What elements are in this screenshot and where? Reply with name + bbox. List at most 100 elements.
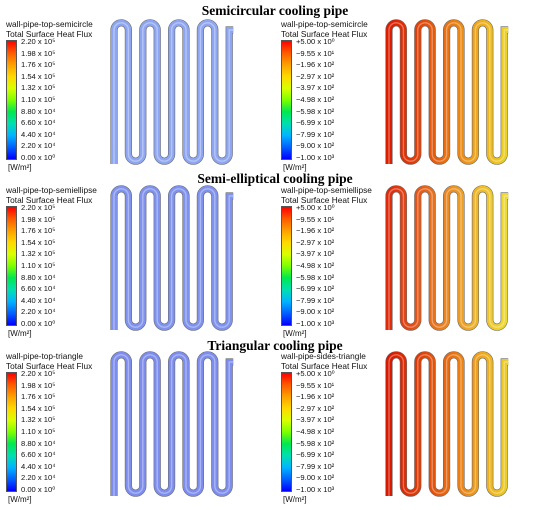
unit-label: [W/m²] xyxy=(8,495,32,504)
legend-title: wall-pipe-top-semiellipse Total Surface H… xyxy=(6,185,97,205)
color-scale-bar xyxy=(6,40,17,160)
color-scale-tick: −1.96 x 10² xyxy=(296,226,335,236)
quantity-name: Total Surface Heat Flux xyxy=(281,28,368,39)
color-scale-tick: −5.98 x 10² xyxy=(296,438,335,448)
color-scale-tick: 0.00 x 10⁰ xyxy=(21,485,56,494)
boundary-name: wall-pipe-top-semicircle xyxy=(281,19,368,29)
color-scale-tick: −4.98 x 10² xyxy=(296,427,335,436)
color-scale-tick: 1.54 x 10⁵ xyxy=(21,71,56,81)
quantity-name: Total Surface Heat Flux xyxy=(6,28,93,39)
contour-panel: wall-pipe-sides-triangle Total Surface He… xyxy=(275,351,550,504)
contour-panel: wall-pipe-top-semiellipse Total Surface H… xyxy=(0,185,275,338)
color-scale-tick: 4.40 x 10⁴ xyxy=(21,129,56,139)
color-scale-tick: −1.00 x 10³ xyxy=(296,485,335,494)
pipe-surface xyxy=(111,185,234,331)
color-scale-tick: −7.99 x 10² xyxy=(296,129,335,139)
pipe-surface xyxy=(111,351,234,497)
color-scale-tick: −5.98 x 10² xyxy=(296,272,335,282)
color-scale-tick: −9.55 x 10¹ xyxy=(296,214,335,224)
color-scale-tick: −5.98 x 10² xyxy=(296,106,335,116)
color-scale-tick: −1.00 x 10³ xyxy=(296,153,335,162)
pipe-highlight xyxy=(113,188,234,330)
color-scale-tick: −7.99 x 10² xyxy=(296,295,335,305)
cooling-pipe-contour xyxy=(110,351,234,497)
legend-title: wall-pipe-top-semicircle Total Surface He… xyxy=(281,19,368,39)
pipe-highlight xyxy=(113,354,234,496)
legend-title: wall-pipe-sides-triangle Total Surface He… xyxy=(281,351,368,371)
color-scale-tick: 1.32 x 10⁵ xyxy=(21,415,56,425)
section-title-semicircular: Semicircular cooling pipe xyxy=(201,3,349,18)
color-scale-tick: −9.00 x 10² xyxy=(296,307,335,317)
contour-panel: wall-pipe-top-semicircle Total Surface He… xyxy=(0,19,275,172)
unit-label: [W/m²] xyxy=(8,329,32,338)
color-scale-tick: −2.97 x 10² xyxy=(296,71,335,81)
color-scale-tick: 1.98 x 10⁵ xyxy=(21,48,56,58)
color-scale-tick: 0.00 x 10⁰ xyxy=(21,153,56,162)
quantity-name: Total Surface Heat Flux xyxy=(281,360,368,371)
color-scale-tick: 1.54 x 10⁵ xyxy=(21,403,56,413)
color-scale-tick: +5.00 x 10⁰ xyxy=(296,369,335,378)
legend-title: wall-pipe-top-semiellipse Total Surface H… xyxy=(281,185,372,205)
color-scale-tick: 1.32 x 10⁵ xyxy=(21,249,56,259)
cooling-pipe-contour xyxy=(110,185,234,331)
pipe-highlight xyxy=(388,354,509,496)
cooling-pipe-contour xyxy=(385,351,509,497)
quantity-name: Total Surface Heat Flux xyxy=(6,360,93,371)
color-scale-tick: 2.20 x 10⁴ xyxy=(21,307,56,317)
color-scale-bar xyxy=(281,206,292,326)
unit-label: [W/m²] xyxy=(283,329,307,338)
unit-label: [W/m²] xyxy=(283,163,307,172)
color-scale-tick: −3.97 x 10² xyxy=(296,83,335,93)
color-scale-tick: 2.20 x 10⁵ xyxy=(21,203,56,212)
contour-panel: wall-pipe-top-semiellipse Total Surface H… xyxy=(275,185,550,338)
color-scale-bar xyxy=(6,206,17,326)
color-scale-tick: −3.97 x 10² xyxy=(296,415,335,425)
legend-title: wall-pipe-top-triangle Total Surface Heat… xyxy=(6,351,93,371)
section-title-semi-elliptical: Semi-elliptical cooling pipe xyxy=(197,171,353,186)
cooling-pipe-contour xyxy=(385,185,509,331)
color-scale-tick: −1.96 x 10² xyxy=(296,392,335,402)
pipe-highlight xyxy=(388,22,509,164)
color-scale-tick: 4.40 x 10⁴ xyxy=(21,295,56,305)
pipe-surface xyxy=(386,185,509,331)
color-scale-tick: −1.96 x 10² xyxy=(296,60,335,70)
color-scale-tick: 2.20 x 10⁵ xyxy=(21,369,56,378)
color-scale-tick: 4.40 x 10⁴ xyxy=(21,461,56,471)
contour-panel: wall-pipe-top-triangle Total Surface Heat… xyxy=(0,351,275,504)
quantity-name: Total Surface Heat Flux xyxy=(6,194,93,205)
color-scale-tick: 8.80 x 10⁴ xyxy=(21,106,56,116)
color-scale-bar xyxy=(281,40,292,160)
color-scale-bar xyxy=(6,372,17,492)
color-scale-tick: 1.10 x 10⁵ xyxy=(21,95,56,104)
color-scale-tick: 1.76 x 10⁵ xyxy=(21,392,56,402)
color-scale-tick: −9.55 x 10¹ xyxy=(296,380,335,390)
color-scale-tick: −9.00 x 10² xyxy=(296,473,335,483)
section-title-triangular: Triangular cooling pipe xyxy=(207,338,343,353)
color-scale-tick: 1.98 x 10⁵ xyxy=(21,214,56,224)
pipe-highlight xyxy=(388,188,509,330)
color-scale-tick: −7.99 x 10² xyxy=(296,461,335,471)
color-scale-tick: −2.97 x 10² xyxy=(296,237,335,247)
color-scale-tick: 1.76 x 10⁵ xyxy=(21,226,56,236)
color-scale-tick: −6.99 x 10² xyxy=(296,118,335,128)
color-scale-tick: 6.60 x 10⁴ xyxy=(21,450,56,460)
quantity-name: Total Surface Heat Flux xyxy=(281,194,368,205)
color-scale-tick: 8.80 x 10⁴ xyxy=(21,272,56,282)
color-scale-tick: −2.97 x 10² xyxy=(296,403,335,413)
pipe-surface xyxy=(386,351,509,497)
color-scale-tick: −1.00 x 10³ xyxy=(296,319,335,328)
boundary-name: wall-pipe-top-semiellipse xyxy=(6,185,97,195)
color-scale-tick: 1.76 x 10⁵ xyxy=(21,60,56,70)
cooling-pipe-contour xyxy=(385,19,509,165)
pipe-surface xyxy=(111,19,234,165)
boundary-name: wall-pipe-top-semicircle xyxy=(6,19,93,29)
color-scale-tick: 0.00 x 10⁰ xyxy=(21,319,56,328)
color-scale-tick: 1.98 x 10⁵ xyxy=(21,380,56,390)
pipe-highlight xyxy=(113,22,234,164)
color-scale-tick: 6.60 x 10⁴ xyxy=(21,284,56,294)
color-scale-tick: 2.20 x 10⁵ xyxy=(21,37,56,46)
color-scale-tick: 1.10 x 10⁵ xyxy=(21,427,56,436)
unit-label: [W/m²] xyxy=(283,495,307,504)
color-scale-bar xyxy=(281,372,292,492)
color-scale-tick: 1.32 x 10⁵ xyxy=(21,83,56,93)
